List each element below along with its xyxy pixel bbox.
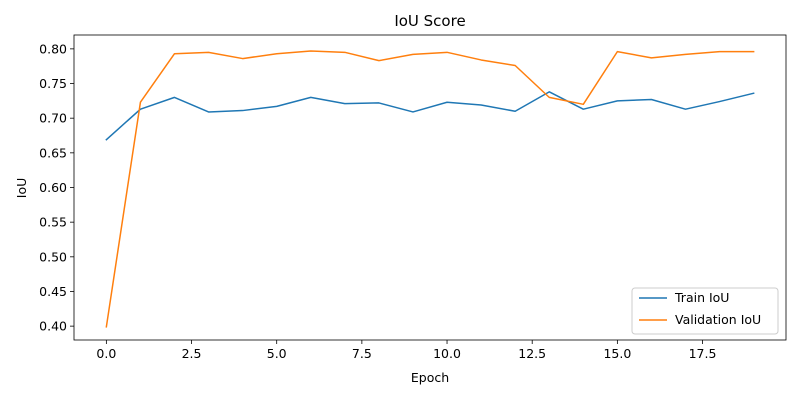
x-tick-label: 12.5 (518, 346, 546, 361)
y-axis-ticks: 0.40 0.45 0.50 0.55 0.60 0.65 0.70 0.75 0.80 (39, 41, 74, 334)
y-tick-label: 0.50 (39, 249, 67, 264)
x-axis-ticks: 0.0 2.5 5.0 7.5 10.0 12.5 15.0 17.5 (96, 340, 716, 361)
x-tick-label: 10.0 (433, 346, 461, 361)
y-tick-label: 0.75 (39, 76, 67, 91)
y-axis-label: IoU (14, 178, 29, 198)
y-tick-label: 0.70 (39, 111, 67, 126)
legend-label-validation: Validation IoU (675, 312, 761, 327)
x-axis-label: Epoch (411, 370, 449, 385)
validation-iou-line (105, 50, 755, 328)
y-tick-label: 0.55 (39, 215, 67, 230)
x-tick-label: 15.0 (603, 346, 631, 361)
legend: Train IoU Validation IoU (631, 287, 779, 335)
x-tick-label: 0.0 (96, 346, 116, 361)
legend-label-train: Train IoU (674, 290, 729, 305)
x-tick-label: 5.0 (267, 346, 287, 361)
y-tick-label: 0.60 (39, 180, 67, 195)
x-tick-label: 7.5 (352, 346, 372, 361)
legend-box (631, 287, 779, 335)
y-tick-label: 0.65 (39, 145, 67, 160)
x-tick-label: 2.5 (182, 346, 202, 361)
y-tick-label: 0.80 (39, 41, 67, 56)
chart-title: IoU Score (394, 12, 465, 30)
y-tick-label: 0.45 (39, 284, 67, 299)
series-lines (105, 50, 755, 328)
y-tick-label: 0.40 (39, 319, 67, 334)
train-iou-line (105, 91, 755, 141)
x-tick-label: 17.5 (689, 346, 717, 361)
